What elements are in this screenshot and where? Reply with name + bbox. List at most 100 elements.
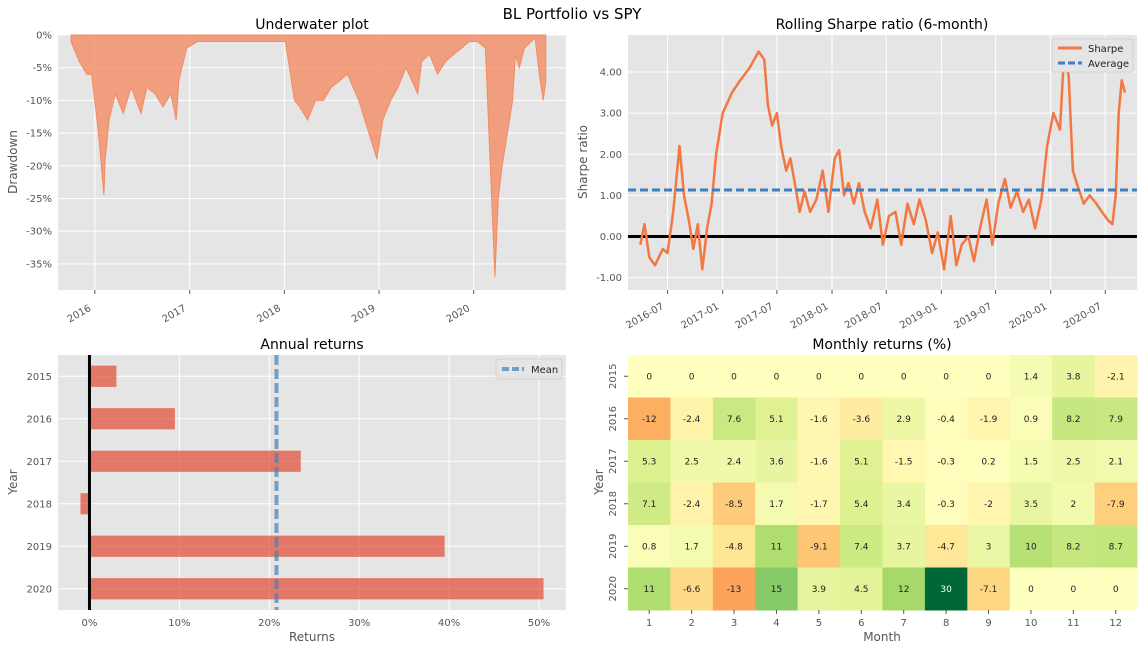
annual-x-ticks: 0% 10% 20% 30% 40% 50% <box>82 618 551 629</box>
underwater-y-tick-label: -35% <box>26 259 52 270</box>
heatmap-x-tick-label: 10 <box>1025 618 1038 629</box>
heatmap-cell <box>670 397 714 441</box>
heatmap-cell <box>1009 567 1053 611</box>
annual-y-tick-label: 2015 <box>27 372 52 383</box>
underwater-x-ticks: 2016 2017 2018 2019 2020 <box>66 290 475 325</box>
annual-bar <box>80 493 90 515</box>
heatmap-cell-label: 3.8 <box>1066 372 1081 382</box>
annual-x-tick-label: 20% <box>258 618 280 629</box>
heatmap-cell <box>712 440 756 483</box>
heatmap-cell-label: -1.9 <box>980 415 998 425</box>
heatmap-cell-label: -7.1 <box>980 585 998 595</box>
heatmap-cell <box>797 440 841 483</box>
heatmap-cell-label: 5.4 <box>854 500 869 510</box>
heatmap-cell-label: 0 <box>774 372 780 382</box>
heatmap-cell <box>628 482 671 526</box>
heatmap-cell-label: 5.3 <box>642 457 656 467</box>
heatmap-cell <box>1094 525 1138 568</box>
annual-x-tick-label: 10% <box>168 618 190 629</box>
heatmap-cell-label: -1.5 <box>895 457 913 467</box>
heatmap-cell <box>1052 567 1096 611</box>
annual-y-tick-label: 2020 <box>27 584 52 595</box>
annual-bar <box>89 450 301 472</box>
underwater-y-ticks: 0% -5% -10% -15% -20% -25% -30% -35% <box>26 31 52 271</box>
heatmap-cell <box>840 355 883 398</box>
heatmap-cell-label: 3.7 <box>897 542 911 552</box>
annual-legend-mean-label: Mean <box>531 365 558 376</box>
sharpe-x-ticks: 2016-07 2017-01 2017-07 2018-01 2018-07 2019-… <box>624 290 1106 331</box>
annual-bars <box>80 355 544 610</box>
heatmap-cell <box>967 355 1011 398</box>
annual-ylabel: Year <box>6 469 20 495</box>
annual-y-ticks: 2015 2016 2017 2018 2019 2020 <box>27 372 52 596</box>
heatmap-cell <box>1094 397 1138 441</box>
heatmap-cell-label: 0 <box>731 372 737 382</box>
heatmap-cell <box>670 567 714 611</box>
heatmap-cell <box>882 397 926 441</box>
heatmap-cell-label: 0 <box>901 372 907 382</box>
heatmap-cell-label: 0.2 <box>981 457 995 467</box>
heatmap-cell <box>1094 482 1138 526</box>
heatmap-cell <box>755 482 799 526</box>
heatmap-cell <box>797 397 841 441</box>
heatmap-cell <box>882 482 926 526</box>
heatmap-cell <box>712 397 756 441</box>
heatmap-cell-label: -1.6 <box>810 457 828 467</box>
underwater-x-tick-label: 2016 <box>66 303 94 325</box>
heatmap-cell <box>670 482 714 526</box>
heatmap-cell <box>1094 567 1138 611</box>
heatmap-cell <box>924 525 968 568</box>
heatmap-cell <box>840 482 883 526</box>
heatmap-cell <box>712 355 756 398</box>
heatmap-cell-label: -4.7 <box>937 542 955 552</box>
heatmap-cell-label: -1.6 <box>810 415 828 425</box>
heatmap-cell <box>840 397 883 441</box>
heatmap-cell-label: 0 <box>858 372 864 382</box>
heatmap-xlabel: Month <box>863 630 901 644</box>
heatmap-cell-label: -0.4 <box>937 415 955 425</box>
underwater-y-tick-label: -15% <box>26 129 52 140</box>
heatmap-cell <box>628 440 671 483</box>
sharpe-x-tick-label: 2020-07 <box>1062 301 1104 331</box>
heatmap-y-tick-label: 2015 <box>608 364 619 389</box>
heatmap-cell <box>924 440 968 483</box>
heatmap-y-tick-label: 2020 <box>608 576 619 601</box>
figure-suptitle: BL Portfolio vs SPY <box>503 5 643 23</box>
heatmap-x-tick-label: 8 <box>943 618 949 629</box>
sharpe-x-tick-label: 2019-07 <box>952 301 994 331</box>
heatmap-y-tick-label: 2017 <box>608 449 619 474</box>
heatmap-cell <box>797 482 841 526</box>
heatmap-cell <box>797 525 841 568</box>
heatmap-cell-label: -3.6 <box>853 415 871 425</box>
heatmap-cell <box>628 397 671 441</box>
heatmap-cell <box>967 525 1011 568</box>
heatmap-cell-label: 8.2 <box>1066 415 1080 425</box>
sharpe-y-tick-label: -1.00 <box>596 273 622 284</box>
heatmap-cell <box>840 440 883 483</box>
heatmap-cell <box>840 525 883 568</box>
heatmap-cell-label: 0 <box>1113 585 1119 595</box>
heatmap-cell <box>1094 440 1138 483</box>
sharpe-lines <box>628 50 1137 271</box>
sharpe-x-tick-label: 2020-01 <box>1008 301 1050 331</box>
heatmap-cell-label: 3.6 <box>769 457 784 467</box>
sharpe-axes-bg <box>628 35 1137 290</box>
sharpe-y-tick-label: 3.00 <box>600 109 622 120</box>
heatmap-x-tick-label: 9 <box>985 618 991 629</box>
heatmap-cell-label: -8.5 <box>725 500 743 510</box>
heatmap-y-tick-label: 2016 <box>608 406 619 431</box>
sharpe-x-tick-label: 2018-07 <box>843 301 885 331</box>
heatmap-cell-label: 0 <box>646 372 652 382</box>
heatmap-cell-label: 30 <box>940 585 952 595</box>
heatmap-cell <box>882 567 926 611</box>
annual-x-tick-label: 0% <box>82 618 98 629</box>
underwater-y-tick-label: -25% <box>26 194 52 205</box>
rolling-sharpe-plot: Rolling Sharpe ratio (6-month) -1.00 0.00… <box>576 17 1137 331</box>
heatmap-cell-label: -2.4 <box>683 415 701 425</box>
heatmap-cell-label: 0 <box>689 372 695 382</box>
underwater-area <box>70 34 547 277</box>
heatmap-cell-label: 0.9 <box>1024 415 1039 425</box>
annual-x-tick-label: 40% <box>438 618 460 629</box>
heatmap-cell <box>967 567 1011 611</box>
heatmap-cell-label: -12 <box>642 415 657 425</box>
